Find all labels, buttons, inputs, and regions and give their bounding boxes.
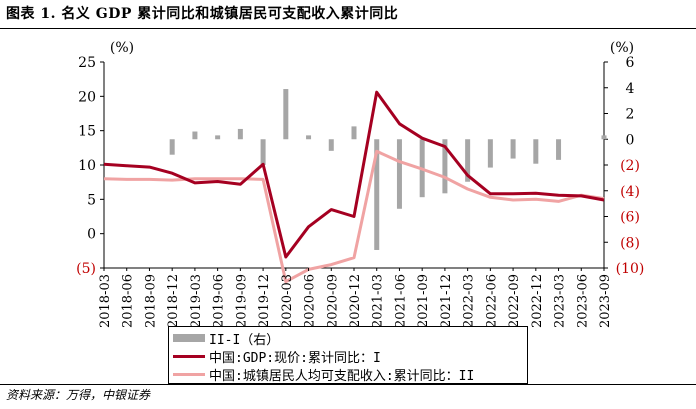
x-axis-tick-label: 2020-09 bbox=[325, 274, 340, 328]
footer-divider bbox=[0, 384, 696, 385]
legend-item-bar: II-I（右） bbox=[169, 329, 280, 348]
left-axis-unit: (%) bbox=[110, 40, 134, 56]
bar-diff bbox=[556, 139, 562, 160]
legend-item-gdp: 中国:GDP:现价:累计同比：I bbox=[169, 347, 381, 366]
x-axis-tick-label: 2023-03 bbox=[553, 274, 568, 328]
x-axis-tick-label: 2018-03 bbox=[98, 274, 113, 328]
x-axis-tick-label: 2022-09 bbox=[507, 274, 522, 328]
x-axis-tick-label: 2021-03 bbox=[371, 274, 386, 328]
source-note: 资料来源：万得，中银证券 bbox=[6, 388, 151, 402]
bar-diff bbox=[465, 139, 471, 182]
bar-diff bbox=[169, 139, 175, 155]
x-axis-tick-label: 2022-12 bbox=[530, 274, 545, 328]
bar-diff bbox=[328, 139, 334, 151]
legend-label-bar: II-I（右） bbox=[209, 332, 280, 348]
title-divider bbox=[0, 28, 696, 29]
right-axis-tick-label: (10) bbox=[616, 261, 645, 277]
bar-diff bbox=[442, 139, 448, 194]
left-axis-tick-label: 5 bbox=[87, 192, 96, 208]
legend-label-income: 中国:城镇居民人均可支配收入:累计同比：II bbox=[209, 368, 475, 384]
left-axis-tick-label: 25 bbox=[78, 55, 96, 71]
left-axis-tick-label: 20 bbox=[78, 89, 96, 105]
right-axis-tick-label: 0 bbox=[626, 132, 635, 148]
x-axis-tick-label: 2022-03 bbox=[462, 274, 477, 328]
legend-item-income: 中国:城镇居民人均可支配收入:累计同比：II bbox=[169, 365, 475, 384]
legend-swatch-bar bbox=[173, 334, 205, 342]
left-axis-tick-label: 0 bbox=[87, 227, 96, 243]
legend-swatch-income bbox=[173, 372, 205, 376]
bar-diff bbox=[192, 131, 198, 140]
line-gdp bbox=[103, 90, 605, 259]
bar-diff bbox=[487, 139, 493, 168]
bar-diff bbox=[237, 128, 243, 140]
bar-diff bbox=[306, 135, 312, 140]
x-axis-tick-label: 2019-03 bbox=[189, 274, 204, 328]
figure-title: 图表 1. 名义 GDP 累计同比和城镇居民可支配收入累计同比 bbox=[6, 6, 399, 22]
chart-legend: II-I（右） 中国:GDP:现价:累计同比：I 中国:城镇居民人均可支配收入:… bbox=[168, 326, 528, 384]
right-axis-tick-label: 6 bbox=[626, 55, 635, 71]
bar-diff bbox=[374, 139, 380, 250]
x-axis-tick-label: 2018-09 bbox=[143, 274, 158, 328]
x-axis-tick-label: 2023-09 bbox=[598, 274, 613, 328]
right-axis-tick-label: (4) bbox=[620, 184, 640, 200]
bar-diff bbox=[510, 139, 516, 159]
bar-diff bbox=[396, 139, 402, 209]
right-axis-unit: (%) bbox=[610, 40, 634, 56]
left-axis-tick-label: 15 bbox=[78, 124, 96, 140]
right-axis-tick-label: 2 bbox=[626, 107, 635, 123]
bar-diff bbox=[260, 139, 266, 165]
x-axis-tick-label: 2019-06 bbox=[212, 274, 227, 328]
left-axis-tick-label: (5) bbox=[76, 261, 96, 277]
x-axis-tick-label: 2021-12 bbox=[439, 274, 454, 328]
x-axis-tick-label: 2020-12 bbox=[348, 274, 363, 328]
x-axis-tick-label: 2021-09 bbox=[416, 274, 431, 328]
x-axis-tick-label: 2022-06 bbox=[484, 274, 499, 328]
left-axis-tick-label: 10 bbox=[78, 158, 96, 174]
x-axis-tick-label: 2020-03 bbox=[280, 274, 295, 328]
right-axis-tick-label: (8) bbox=[620, 235, 640, 251]
x-axis-tick-label: 2023-06 bbox=[575, 274, 590, 328]
x-axis-tick-label: 2018-06 bbox=[121, 274, 136, 328]
bar-diff bbox=[283, 89, 289, 140]
x-axis-tick-label: 2019-12 bbox=[257, 274, 272, 328]
bar-diff bbox=[533, 139, 539, 164]
right-axis-tick-label: (6) bbox=[620, 210, 640, 226]
bar-diff bbox=[215, 135, 221, 140]
x-axis-tick-label: 2018-12 bbox=[166, 274, 181, 328]
right-axis-tick-label: 4 bbox=[626, 81, 635, 97]
bar-diff bbox=[601, 135, 607, 140]
x-axis-tick-label: 2021-06 bbox=[393, 274, 408, 328]
x-axis-tick-label: 2019-09 bbox=[234, 274, 249, 328]
bar-diff bbox=[351, 126, 357, 140]
right-axis-tick-label: (2) bbox=[620, 158, 640, 174]
legend-swatch-gdp bbox=[173, 354, 205, 358]
legend-label-gdp: 中国:GDP:现价:累计同比：I bbox=[209, 350, 381, 366]
x-axis-tick-label: 2020-06 bbox=[303, 274, 318, 328]
